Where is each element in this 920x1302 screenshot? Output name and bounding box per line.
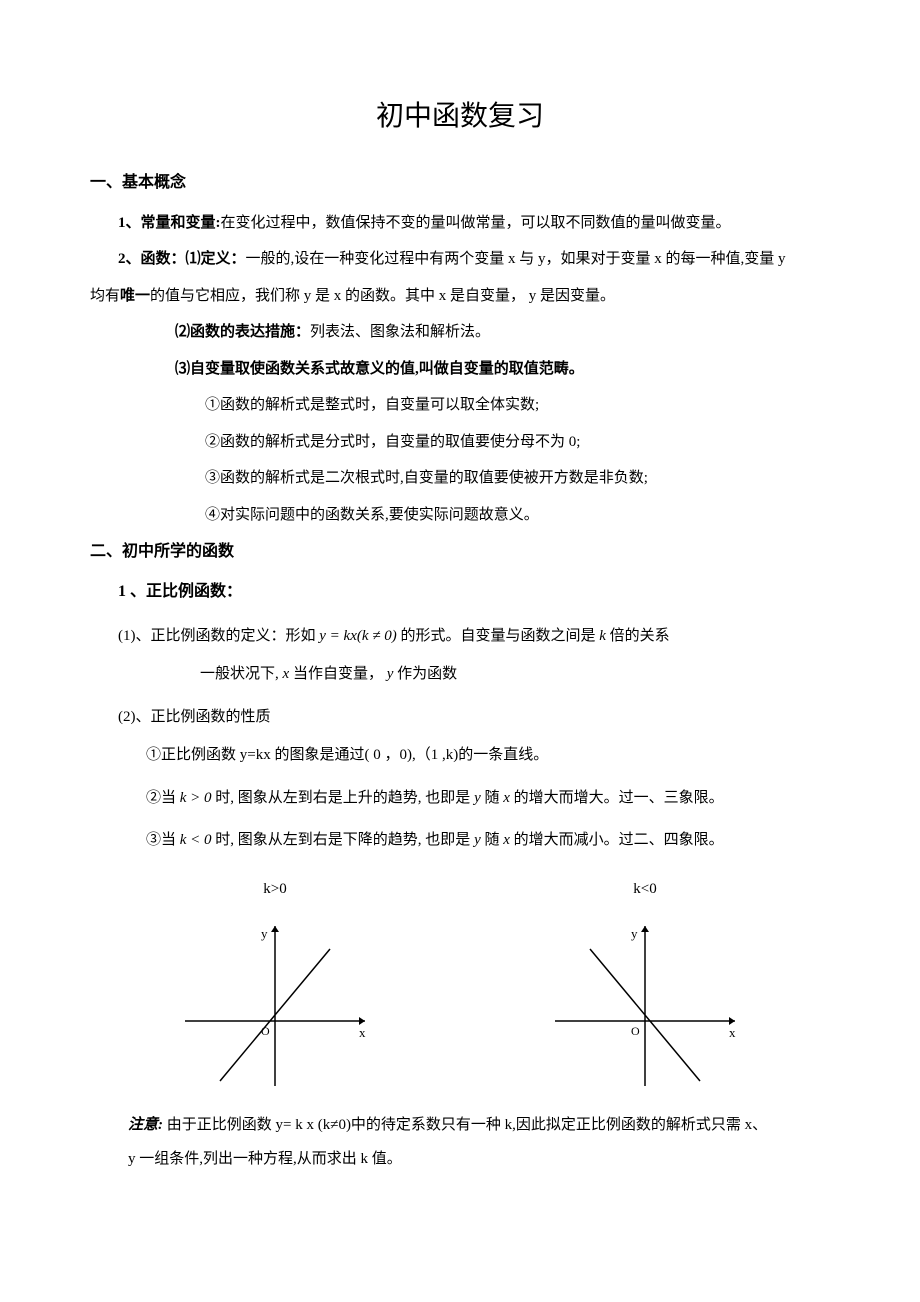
item2-sub1-text: 一般的,设在一种变化过程中有两个变量 x 与 y，如果对于变量 x 的每一种值,…: [246, 251, 786, 267]
sub3-c: ③函数的解析式是二次根式时,自变量的取值要使被开方数是非负数;: [205, 464, 830, 493]
item2-bold: 唯一: [120, 288, 150, 304]
item2-sub1-label: ⑴定义：: [186, 251, 246, 267]
item2-sub2-text: 列表法、图象法和解析法。: [310, 324, 490, 340]
chart-right-block: k<0 y x O: [545, 875, 745, 1092]
sub1-l2-end: 作为函数: [393, 666, 457, 682]
sub2-c-mid2: 随: [481, 832, 504, 848]
sub1-l2-pre: 一般状况下,: [200, 666, 283, 682]
sub3-a: ①函数的解析式是整式时，自变量可以取全体实数;: [205, 391, 830, 420]
section2-item1-heading: 1 、正比例函数：: [118, 577, 830, 607]
item2-label: 2、函数：: [118, 251, 186, 267]
sub1-k: k: [599, 628, 606, 644]
svg-text:O: O: [261, 1024, 270, 1038]
section2-heading: 二、初中所学的函数: [90, 537, 830, 567]
note-label: 注意:: [128, 1117, 163, 1133]
svg-text:x: x: [359, 1025, 366, 1040]
item2-prefix: 均有: [90, 288, 120, 304]
sub2-b-mid2: 随: [481, 790, 504, 806]
chart-right-label: k<0: [633, 875, 656, 904]
svg-text:x: x: [729, 1025, 736, 1040]
section1-heading: 一、基本概念: [90, 168, 830, 198]
svg-text:y: y: [631, 926, 638, 941]
item2-sub2: ⑵函数的表达措施：列表法、图象法和解析法。: [175, 318, 830, 347]
sub1-line1: (1)、正比例函数的定义：形如 y = kx(k ≠ 0) 的形式。自变量与函数…: [118, 622, 830, 651]
sub2-b-pre: ②当: [146, 790, 180, 806]
svg-text:O: O: [631, 1024, 640, 1038]
note-cont: y 一组条件,列出一种方程,从而求出 k 值。: [128, 1145, 830, 1174]
chart-left: y x O: [175, 911, 375, 1091]
sub2-c-end: 的增大而减小。过二、四象限。: [510, 832, 724, 848]
svg-text:y: y: [261, 926, 268, 941]
sub2-label: (2)、正比例函数的性质: [118, 703, 830, 732]
sub2-c: ③当 k < 0 时, 图象从左到右是下降的趋势, 也即是 y 随 x 的增大而…: [146, 826, 830, 855]
sub2-c-y: y: [474, 832, 481, 848]
note: 注意: 由于正比例函数 y= k x (k≠0)中的待定系数只有一种 k,因此拟…: [128, 1111, 830, 1140]
item2-sub3: ⑶自变量取使函数关系式故意义的值,叫做自变量的取值范畴。: [175, 355, 830, 384]
item1: 1、常量和变量:在变化过程中，数值保持不变的量叫做常量，可以取不同数值的量叫做变…: [118, 209, 830, 238]
sub2-b: ②当 k > 0 时, 图象从左到右是上升的趋势, 也即是 y 随 x 的增大而…: [146, 784, 830, 813]
chart-left-label: k>0: [263, 875, 286, 904]
item2-line1: 2、函数：⑴定义：一般的,设在一种变化过程中有两个变量 x 与 y，如果对于变量…: [118, 245, 830, 274]
sub1-after: 的形式。自变量与函数之间是: [397, 628, 600, 644]
page-title: 初中函数复习: [90, 90, 830, 143]
sub1-after2: 倍的关系: [606, 628, 670, 644]
sub2-a: ①正比例函数 y=kx 的图象是通过( 0 ，0),（1 ,k)的一条直线。: [146, 741, 830, 770]
sub2-c-mid: 时, 图象从左到右是下降的趋势, 也即是: [212, 832, 475, 848]
sub2-b-x: x: [503, 790, 510, 806]
sub3-b: ②函数的解析式是分式时，自变量的取值要使分母不为 0;: [205, 428, 830, 457]
sub1-line2: 一般状况下, x 当作自变量， y 作为函数: [200, 660, 830, 689]
item1-label: 1、常量和变量:: [118, 215, 221, 231]
sub1-label: (1)、正比例函数的定义：形如: [118, 628, 319, 644]
item2-sub2-label: ⑵函数的表达措施：: [175, 324, 310, 340]
sub2-b-mid: 时, 图象从左到右是上升的趋势, 也即是: [212, 790, 475, 806]
item2-cont: 的值与它相应，我们称 y 是 x 的函数。其中 x 是自变量， y 是因变量。: [150, 288, 615, 304]
sub1-l2-mid: 当作自变量，: [289, 666, 387, 682]
sub2-b-cond: k > 0: [180, 790, 212, 806]
note-text: 由于正比例函数 y= k x (k≠0)中的待定系数只有一种 k,因此拟定正比例…: [163, 1117, 767, 1133]
item1-text: 在变化过程中，数值保持不变的量叫做常量，可以取不同数值的量叫做变量。: [221, 215, 731, 231]
sub1-formula: y = kx(k ≠ 0): [319, 628, 396, 644]
sub2-c-pre: ③当: [146, 832, 180, 848]
item2-line2: 均有唯一的值与它相应，我们称 y 是 x 的函数。其中 x 是自变量， y 是因…: [90, 282, 830, 311]
sub2-b-y: y: [474, 790, 481, 806]
charts-row: k>0 y x O k<0 y x O: [90, 875, 830, 1092]
chart-right: y x O: [545, 911, 745, 1091]
sub3-d: ④对实际问题中的函数关系,要使实际问题故意义。: [205, 501, 830, 530]
sub2-c-x: x: [503, 832, 510, 848]
sub2-b-end: 的增大而增大。过一、三象限。: [510, 790, 724, 806]
chart-left-block: k>0 y x O: [175, 875, 375, 1092]
sub2-c-cond: k < 0: [180, 832, 212, 848]
